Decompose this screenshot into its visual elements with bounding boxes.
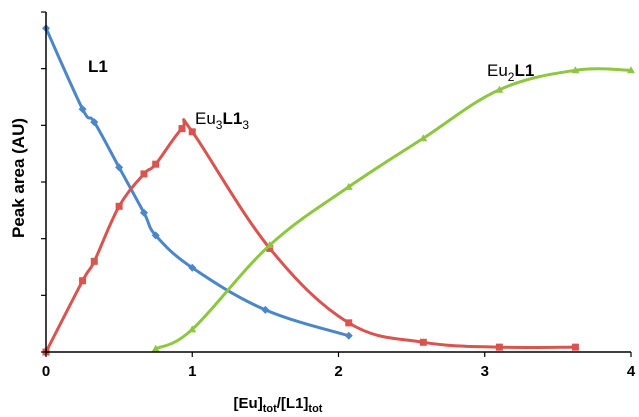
data-point-2-1 bbox=[188, 325, 197, 333]
x-axis-label: [Eu]tot/[L1]tot bbox=[234, 395, 323, 415]
data-point-2-2 bbox=[265, 241, 274, 249]
data-point-2-0 bbox=[151, 344, 160, 352]
data-point-1-6 bbox=[178, 125, 186, 133]
data-point-0-6 bbox=[188, 263, 197, 272]
series-line-1 bbox=[44, 118, 577, 354]
data-point-1-2 bbox=[90, 257, 98, 265]
data-point-1-8 bbox=[266, 244, 274, 252]
data-point-1-4 bbox=[140, 170, 148, 178]
data-point-2-3 bbox=[344, 182, 353, 190]
data-point-1-7 bbox=[188, 128, 196, 136]
data-point-1-12 bbox=[571, 343, 579, 351]
data-point-1-9 bbox=[345, 319, 353, 327]
data-point-0-7 bbox=[261, 305, 270, 314]
data-point-0-8 bbox=[344, 331, 353, 340]
data-point-1-10 bbox=[419, 338, 427, 346]
data-point-1-5 bbox=[152, 160, 160, 168]
x-tick-label-0: 0 bbox=[42, 363, 50, 380]
x-tick-label-4: 4 bbox=[627, 363, 636, 380]
data-point-0-3 bbox=[115, 163, 124, 172]
data-point-0-2 bbox=[90, 118, 99, 127]
x-tick-label-2: 2 bbox=[334, 363, 342, 380]
series-label-0: L1 bbox=[88, 57, 108, 76]
y-axis-label: Peak area (AU) bbox=[9, 118, 28, 238]
data-point-2-5 bbox=[495, 85, 504, 93]
data-point-1-11 bbox=[495, 343, 503, 351]
data-point-1-3 bbox=[115, 202, 123, 210]
data-point-2-7 bbox=[627, 66, 635, 74]
series-layer bbox=[42, 24, 635, 356]
data-point-0-4 bbox=[139, 208, 148, 217]
series-label-1: Eu3L13 bbox=[195, 109, 249, 132]
x-tick-label-1: 1 bbox=[188, 363, 196, 380]
data-point-2-4 bbox=[419, 134, 428, 142]
axes-layer: 0 1 2 3 4 [Eu]tot/[L1]tot Peak area (AU) bbox=[9, 11, 636, 415]
series-line-2 bbox=[154, 67, 633, 351]
data-point-0-1 bbox=[78, 105, 87, 114]
data-point-1-1 bbox=[79, 277, 87, 285]
data-point-2-6 bbox=[571, 66, 580, 74]
series-label-2: Eu2L1 bbox=[487, 61, 534, 84]
data-point-0-5 bbox=[151, 231, 160, 240]
labels-layer: L1 Eu3L13 Eu2L1 bbox=[88, 57, 534, 132]
x-tick-label-3: 3 bbox=[481, 363, 489, 380]
